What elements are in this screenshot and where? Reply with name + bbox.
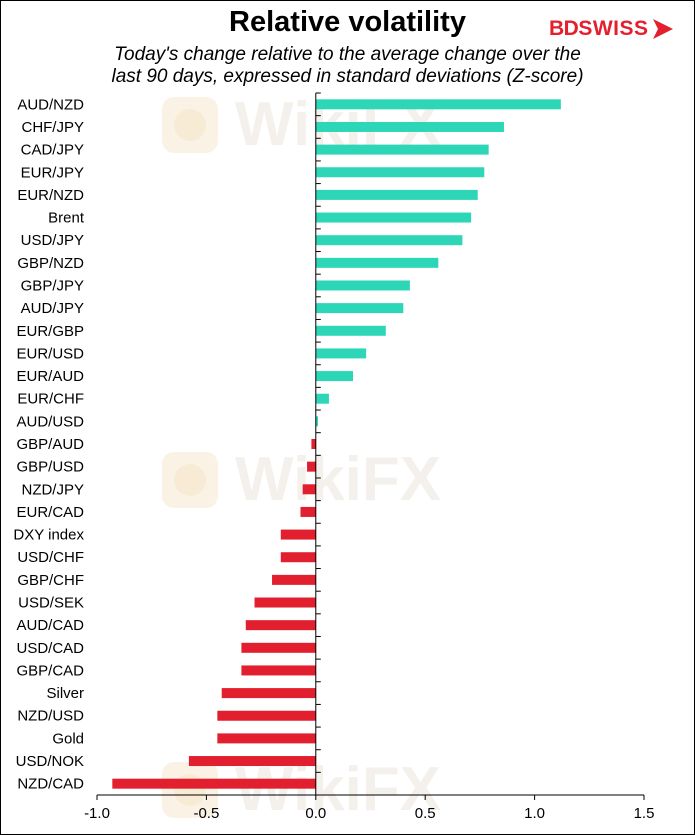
category-label: EUR/GBP — [16, 323, 84, 340]
svg-text:WikiFX: WikiFX — [235, 445, 441, 514]
x-tick-label: -1.0 — [84, 805, 110, 822]
category-label: USD/NOK — [16, 753, 84, 770]
category-label: NZD/USD — [17, 708, 84, 725]
bar — [254, 597, 316, 608]
category-label: EUR/CHF — [17, 391, 84, 408]
bar — [315, 212, 472, 223]
bar — [315, 189, 478, 200]
bar — [315, 325, 386, 336]
category-label: AUD/USD — [16, 413, 84, 430]
category-label: EUR/JPY — [21, 164, 84, 181]
category-label: AUD/NZD — [17, 96, 84, 113]
category-label: CAD/JPY — [21, 142, 84, 159]
x-tick-label: 0.5 — [415, 805, 436, 822]
bar — [241, 642, 316, 653]
bar — [307, 461, 316, 472]
bar — [315, 121, 504, 132]
category-label: GBP/AUD — [16, 436, 84, 453]
category-label: DXY index — [13, 527, 84, 544]
svg-text:WikiFX: WikiFX — [235, 755, 441, 824]
x-tick-label: 1.5 — [634, 805, 655, 822]
bar — [272, 574, 316, 585]
category-label: GBP/JPY — [21, 277, 84, 294]
category-label: GBP/CHF — [17, 572, 84, 589]
category-label: Silver — [46, 685, 84, 702]
category-label: AUD/CAD — [16, 617, 84, 634]
bar — [315, 280, 410, 291]
bar — [302, 484, 316, 495]
bar — [315, 371, 353, 382]
bar — [315, 416, 318, 427]
category-label: USD/CAD — [16, 640, 84, 657]
chart-title: Relative volatility — [229, 6, 466, 38]
bar — [221, 688, 316, 699]
bar — [315, 257, 439, 268]
logo-arrow-icon — [652, 19, 673, 39]
bar — [311, 439, 316, 449]
chart-subtitle-line-2: last 90 days, expressed in standard devi… — [111, 66, 584, 87]
wikifx-watermark: WikiFX — [162, 755, 441, 824]
category-label: USD/JPY — [21, 232, 84, 249]
bar — [315, 235, 463, 246]
logo-text-swiss: SWISS — [578, 17, 649, 40]
category-label: EUR/CAD — [16, 504, 84, 521]
category-label: NZD/CAD — [17, 776, 84, 793]
category-label: USD/CHF — [17, 549, 84, 566]
category-label: Gold — [52, 730, 84, 747]
category-label: EUR/USD — [16, 345, 84, 362]
bar — [315, 348, 367, 359]
x-tick-label: 1.0 — [524, 805, 545, 822]
category-label: AUD/JPY — [21, 300, 84, 317]
category-label: EUR/AUD — [16, 368, 84, 385]
bar — [217, 733, 316, 744]
category-label: EUR/NZD — [17, 187, 84, 204]
bar — [315, 303, 404, 314]
bar — [188, 756, 316, 767]
logo-text-bd: BD — [549, 17, 579, 40]
category-label: GBP/USD — [16, 459, 84, 476]
category-label: NZD/JPY — [21, 481, 84, 498]
bar — [280, 552, 316, 563]
bar — [217, 710, 316, 721]
wikifx-watermark: WikiFX — [162, 445, 441, 514]
bar — [315, 99, 561, 110]
category-label: GBP/CAD — [16, 662, 84, 679]
bar — [300, 506, 316, 517]
bar — [280, 529, 316, 540]
category-label: USD/SEK — [18, 595, 84, 612]
bar — [315, 393, 329, 404]
category-label: GBP/NZD — [17, 255, 84, 272]
x-tick-label: -0.5 — [193, 805, 219, 822]
bar — [315, 144, 489, 155]
bar — [241, 665, 316, 676]
x-tick-label: 0.0 — [305, 805, 326, 822]
chart-subtitle-line-1: Today's change relative to the average c… — [114, 44, 581, 65]
bar — [245, 620, 316, 631]
category-label: Brent — [48, 210, 85, 227]
bdswiss-logo: BD SWISS — [549, 16, 674, 42]
bar — [315, 167, 485, 178]
category-label: CHF/JPY — [21, 119, 84, 136]
bar — [112, 778, 316, 789]
